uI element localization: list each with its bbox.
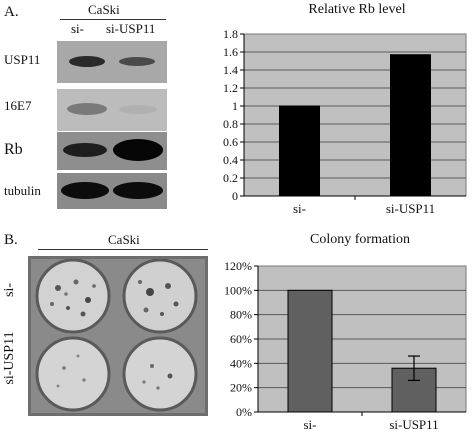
chart2-xtick-label: si-USP11 xyxy=(389,417,438,432)
colony-plate-photo xyxy=(28,256,208,416)
well-top-right xyxy=(122,258,198,334)
blot-cell-line-label: CaSki xyxy=(88,2,120,17)
chart1-ytick-label: 1.8 xyxy=(223,27,238,41)
panel-b-letter: B. xyxy=(4,232,18,248)
chart1-ytick-label: 1.4 xyxy=(223,63,238,77)
chart1-ytick-label: 0.4 xyxy=(223,153,238,167)
chart1-bar xyxy=(279,105,320,197)
chart2-ytick-label: 120% xyxy=(224,259,252,273)
chart1-bar xyxy=(390,54,431,197)
chart2-ytick-label: 60% xyxy=(230,332,252,346)
band-16e7-si xyxy=(67,103,107,115)
chart1-ytick-label: 0 xyxy=(232,189,238,203)
well-bottom-right xyxy=(122,336,198,412)
chart2-bar xyxy=(287,289,333,413)
chart1-ytick-label: 0.6 xyxy=(223,135,238,149)
panel-a-letter: A. xyxy=(4,4,19,20)
band-usp11-si-usp11 xyxy=(119,57,155,66)
chart2-title: Colony formation xyxy=(310,232,410,247)
chart2-ytick-label: 40% xyxy=(230,356,252,370)
chart1-ytick-label: 1.2 xyxy=(223,81,238,95)
band-rb-si-usp11 xyxy=(113,139,163,161)
chart1-xtick-label: si-USP11 xyxy=(386,201,435,216)
blot-row-label-16e7: 16E7 xyxy=(4,98,32,113)
band-16e7-si-usp11 xyxy=(119,105,157,114)
chart2-ytick-label: 100% xyxy=(224,283,252,297)
blot-strip-16e7 xyxy=(57,89,167,131)
chart2-ytick-label: 0% xyxy=(236,405,252,419)
band-tubulin-si-usp11 xyxy=(113,182,163,199)
blot-strip-usp11 xyxy=(57,41,167,83)
chart1-ytick-label: 1.6 xyxy=(223,45,238,59)
band-rb-si xyxy=(63,143,107,157)
blot-strip-tubulin xyxy=(57,173,167,209)
chart1-xtick-label: si- xyxy=(293,201,306,216)
plate-cell-line-label: CaSki xyxy=(108,232,140,247)
blot-strip-rb xyxy=(57,132,167,170)
plate-row-label-si: si- xyxy=(2,283,17,297)
chart1-plot-area xyxy=(243,33,467,197)
plate-row-label-si-usp11: si-USP11 xyxy=(2,331,17,385)
chart2-xtick-label: si- xyxy=(304,417,317,432)
chart1-ytick-label: 1 xyxy=(232,99,238,113)
chart1-ytick-label: 0.2 xyxy=(223,171,238,185)
blot-header-line xyxy=(60,19,166,20)
chart2-ytick-label: 80% xyxy=(230,308,252,322)
chart-relative-rb-level: 0 0.2 0.4 0.6 0.8 1 1.2 1.4 1.6 1.8 si-si-USP11 xyxy=(223,27,467,216)
lane-label-si-control: si- xyxy=(71,21,84,36)
lane-label-si-usp11: si-USP11 xyxy=(106,21,156,36)
blot-row-label-tubulin: tubulin xyxy=(4,183,41,198)
chart2-ytick-label: 20% xyxy=(230,381,252,395)
band-usp11-si xyxy=(69,56,105,67)
chart-colony-formation: 0% 20% 40% 60% 80% 100% 120% si-si-USP11 xyxy=(224,259,467,432)
chart1-title: Relative Rb level xyxy=(308,2,406,17)
blot-row-label-usp11: USP11 xyxy=(4,52,41,67)
blot-row-label-rb: Rb xyxy=(4,141,23,158)
band-tubulin-si xyxy=(61,182,109,199)
chart1-ytick-label: 0.8 xyxy=(223,117,238,131)
plate-header-line xyxy=(38,249,208,250)
well-top-left xyxy=(35,258,111,334)
well-bottom-left xyxy=(35,336,111,412)
